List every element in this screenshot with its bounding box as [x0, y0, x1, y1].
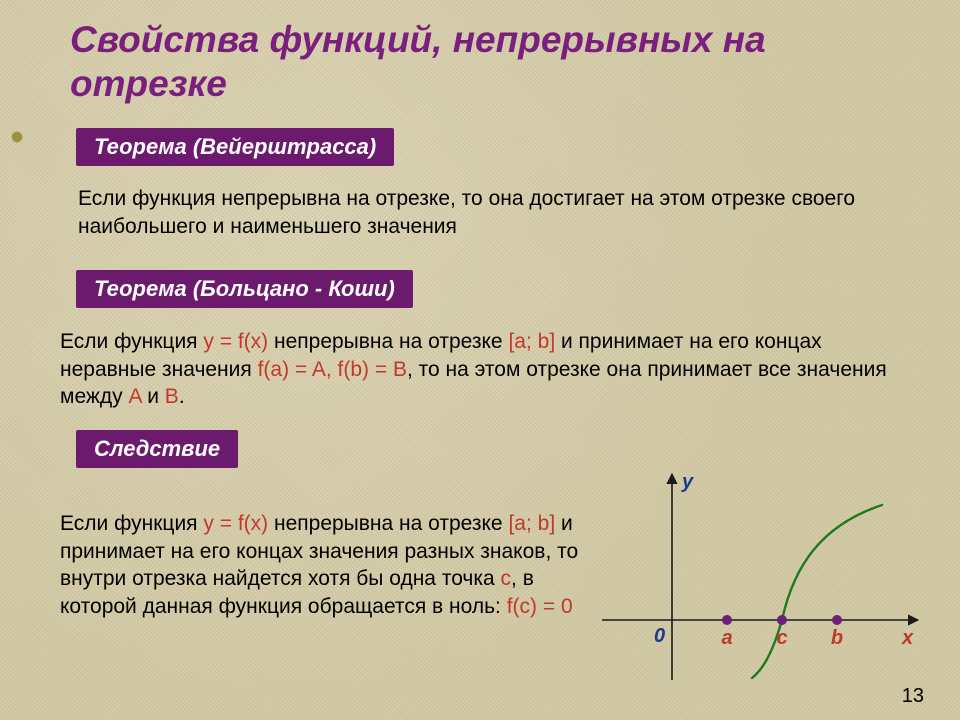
emph: y = f(x) — [203, 512, 268, 535]
corollary-chart: a c b 0 y x — [602, 470, 922, 680]
badge-weierstrass: Теорема (Вейерштрасса) — [76, 128, 394, 166]
emph: [a; b] — [508, 330, 555, 353]
badge-corollary: Следствие — [76, 430, 238, 468]
t: Если функция — [60, 330, 203, 353]
text: Если функция непрерывна на отрезке, то о… — [78, 187, 855, 238]
svg-text:b: b — [831, 627, 843, 649]
emph: A — [129, 385, 142, 408]
chart-svg: a c b 0 y x — [602, 470, 922, 680]
t: непрерывна на отрезке — [268, 330, 508, 353]
page-title: Свойства функций, непрерывных на отрезке — [70, 18, 910, 107]
t: непрерывна на отрезке — [268, 512, 508, 535]
emph: B — [165, 385, 179, 408]
svg-text:y: y — [681, 471, 694, 493]
corollary-text: Если функция y = f(x) непрерывна на отре… — [60, 510, 590, 621]
emph: f(a) = A, f(b) = B — [258, 358, 407, 381]
t: . — [179, 385, 185, 408]
svg-text:c: c — [776, 627, 787, 649]
svg-text:x: x — [901, 627, 914, 649]
svg-text:0: 0 — [654, 625, 665, 647]
weierstrass-text: Если функция непрерывна на отрезке, то о… — [78, 185, 910, 240]
svg-text:a: a — [721, 627, 732, 649]
badge-bolzano: Теорема (Больцано - Коши) — [76, 270, 413, 308]
emph: y = f(x) — [203, 330, 268, 353]
page-number: 13 — [902, 685, 924, 708]
t: и — [141, 385, 164, 408]
emph: [a; b] — [508, 512, 555, 535]
t: Если функция — [60, 512, 203, 535]
emph: с — [501, 567, 512, 590]
emph: f(c) = 0 — [507, 595, 573, 618]
bolzano-text: Если функция y = f(x) непрерывна на отре… — [60, 328, 920, 411]
